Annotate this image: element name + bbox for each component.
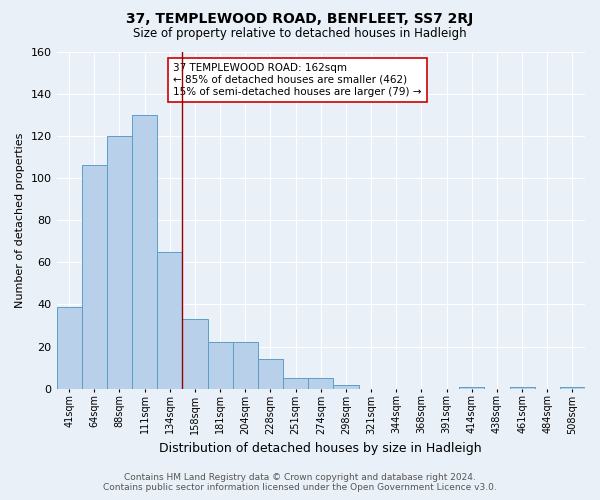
Bar xyxy=(283,378,308,388)
Bar xyxy=(132,114,157,388)
Bar xyxy=(560,386,585,388)
X-axis label: Distribution of detached houses by size in Hadleigh: Distribution of detached houses by size … xyxy=(160,442,482,455)
Text: Size of property relative to detached houses in Hadleigh: Size of property relative to detached ho… xyxy=(133,28,467,40)
Bar xyxy=(334,384,359,388)
Bar xyxy=(258,359,283,388)
Text: Contains HM Land Registry data © Crown copyright and database right 2024.
Contai: Contains HM Land Registry data © Crown c… xyxy=(103,473,497,492)
Bar xyxy=(182,319,208,388)
Bar xyxy=(233,342,258,388)
Bar xyxy=(157,252,182,388)
Y-axis label: Number of detached properties: Number of detached properties xyxy=(15,132,25,308)
Text: 37 TEMPLEWOOD ROAD: 162sqm
← 85% of detached houses are smaller (462)
15% of sem: 37 TEMPLEWOOD ROAD: 162sqm ← 85% of deta… xyxy=(173,64,421,96)
Bar xyxy=(82,166,107,388)
Bar xyxy=(208,342,233,388)
Bar xyxy=(459,386,484,388)
Bar xyxy=(56,306,82,388)
Bar xyxy=(308,378,334,388)
Bar xyxy=(107,136,132,388)
Text: 37, TEMPLEWOOD ROAD, BENFLEET, SS7 2RJ: 37, TEMPLEWOOD ROAD, BENFLEET, SS7 2RJ xyxy=(127,12,473,26)
Bar xyxy=(509,386,535,388)
